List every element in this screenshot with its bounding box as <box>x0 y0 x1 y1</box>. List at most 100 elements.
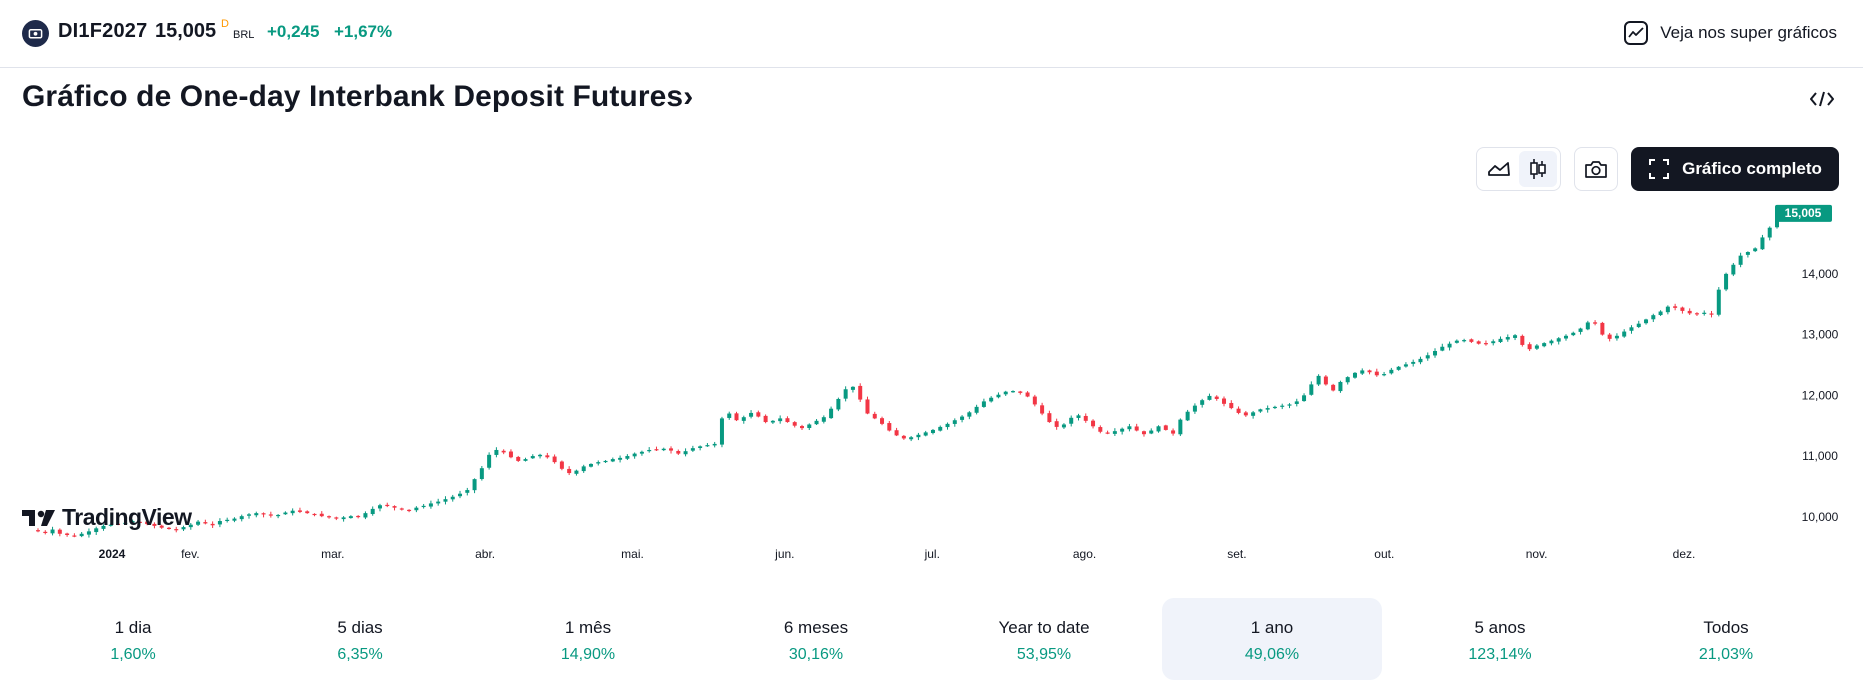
candle-body <box>749 412 754 417</box>
candle <box>1032 394 1037 407</box>
super-charts-link[interactable]: Veja nos super gráficos <box>1624 17 1837 49</box>
candle <box>632 452 637 459</box>
candle-body <box>319 513 324 517</box>
period-5-years[interactable]: 5 anos 123,14% <box>1390 598 1610 680</box>
candle-body <box>1665 306 1670 313</box>
candle-body <box>516 456 521 461</box>
period-change: 123,14% <box>1468 646 1532 663</box>
candle-body <box>799 426 804 429</box>
full-chart-button[interactable]: Gráfico completo <box>1631 147 1839 191</box>
candle-body <box>843 389 848 399</box>
candle-body <box>763 415 768 423</box>
candle-body <box>1287 404 1292 406</box>
candle-body <box>727 413 732 418</box>
candle <box>203 519 208 525</box>
price-chart[interactable]: 10,000 11,000 12,000 13,000 14,000 2024 fev. m… <box>0 200 1863 570</box>
candle <box>938 425 943 432</box>
snapshot-button[interactable] <box>1574 147 1618 191</box>
candle-body <box>836 398 841 410</box>
candle-body <box>741 417 746 421</box>
candle <box>363 511 368 520</box>
candle <box>647 447 652 453</box>
candle-body <box>1032 396 1037 405</box>
candle <box>239 514 244 522</box>
candle <box>1687 308 1692 315</box>
candle-body <box>1112 431 1117 434</box>
candle <box>792 421 797 428</box>
candle <box>108 523 113 527</box>
last-price-marker: 15,005 <box>1775 204 1832 222</box>
candle <box>268 511 273 518</box>
candle-body <box>1454 340 1459 343</box>
candle-body <box>1018 391 1023 393</box>
candle-body <box>1411 361 1416 364</box>
candle <box>1185 409 1190 422</box>
candle-body <box>559 461 564 469</box>
candle <box>1622 329 1627 338</box>
candle-body <box>1549 340 1554 344</box>
period-1-day[interactable]: 1 dia 1,60% <box>23 598 243 680</box>
candle <box>1556 337 1561 345</box>
candle-body <box>1280 405 1285 407</box>
candle <box>727 411 732 420</box>
candle <box>1302 393 1307 402</box>
candle-body <box>1724 273 1729 290</box>
period-all[interactable]: Todos 21,03% <box>1616 598 1836 680</box>
candle <box>610 457 615 463</box>
period-5-days[interactable]: 5 dias 6,35% <box>250 598 470 680</box>
candle <box>385 502 390 508</box>
candle <box>1396 366 1401 371</box>
tradingview-logo[interactable]: TradingView <box>22 504 192 531</box>
y-tick-label: 14,000 <box>1802 267 1839 281</box>
candle-body <box>1367 370 1372 373</box>
candle-body <box>552 456 557 463</box>
period-label: 6 meses <box>783 618 849 637</box>
candle-body <box>996 394 1001 398</box>
full-chart-label: Gráfico completo <box>1682 159 1822 178</box>
candle-body <box>785 418 790 423</box>
period-1-month[interactable]: 1 mês 14,90% <box>478 598 698 680</box>
candle <box>225 517 230 523</box>
candle-body <box>705 445 710 447</box>
x-tick-label: mar. <box>321 547 344 561</box>
embed-code-button[interactable] <box>1807 84 1837 114</box>
candle-body <box>930 429 935 434</box>
period-label: 1 mês <box>564 618 612 637</box>
candle-body <box>43 531 48 534</box>
candle <box>1105 430 1110 435</box>
candle-body <box>79 533 84 537</box>
candle-body <box>341 517 346 520</box>
candle <box>377 503 382 512</box>
candle <box>1731 262 1736 277</box>
candle-body <box>1738 255 1743 265</box>
candle-body <box>618 457 623 460</box>
candle-body <box>123 522 128 525</box>
candle-body <box>436 501 441 504</box>
area-chart-button[interactable] <box>1480 151 1518 187</box>
candle <box>57 528 62 537</box>
symbol-name[interactable]: DI1F2027 <box>58 20 148 42</box>
period-1-year[interactable]: 1 ano 49,06% <box>1162 598 1382 680</box>
candle-body <box>1651 315 1656 320</box>
candle <box>1658 310 1663 317</box>
candles-chart-button[interactable] <box>1518 151 1557 187</box>
candle <box>1112 428 1117 437</box>
candle-body <box>101 525 106 529</box>
candle-body <box>1462 340 1467 342</box>
candle <box>1425 352 1430 361</box>
candle <box>450 494 455 502</box>
candle <box>618 455 623 463</box>
candle <box>799 424 804 430</box>
candle-body <box>778 418 783 422</box>
candle-body <box>1702 312 1707 314</box>
candle <box>152 522 157 529</box>
candle <box>399 507 404 511</box>
candle <box>319 511 324 518</box>
period-6-months[interactable]: 6 meses 30,16% <box>706 598 926 680</box>
candle <box>625 454 630 461</box>
candle-body <box>1636 323 1641 327</box>
page-title[interactable]: Gráfico de One-day Interbank Deposit Fut… <box>22 80 693 114</box>
candle <box>443 496 448 505</box>
candle-body <box>428 503 433 507</box>
period-ytd[interactable]: Year to date 53,95% <box>934 598 1154 680</box>
